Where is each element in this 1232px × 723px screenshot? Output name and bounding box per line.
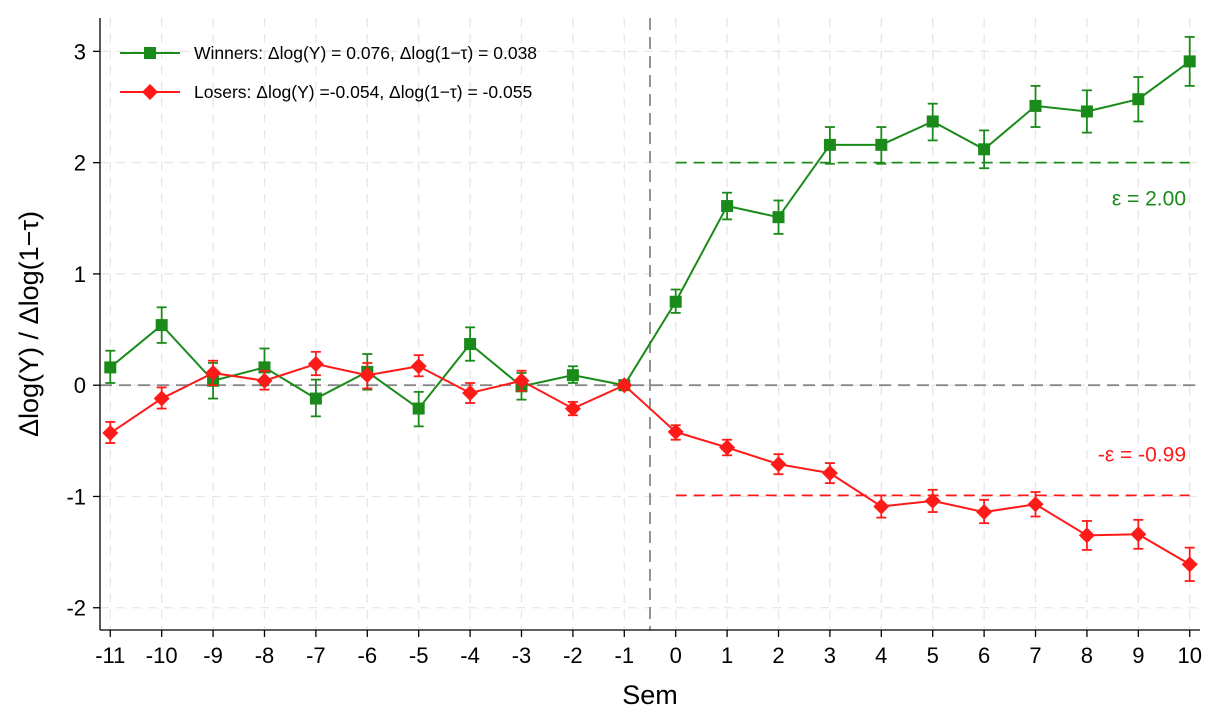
y-tick-label: -1: [66, 484, 86, 509]
series-losers: [102, 350, 1198, 582]
legend-losers-diamond-marker: [142, 84, 158, 100]
x-tick-label: 3: [824, 643, 836, 668]
data-point-losers: [1078, 527, 1095, 544]
y-tick-label: 0: [74, 373, 86, 398]
reference-lines: [100, 18, 1200, 630]
y-tick-label: 2: [74, 151, 86, 176]
y-tick-label: 3: [74, 39, 86, 64]
data-point-losers: [205, 364, 222, 381]
data-point-losers: [873, 498, 890, 515]
data-point-winners: [412, 402, 425, 415]
legend-winners-square-marker: [144, 47, 156, 59]
data-point-winners: [926, 115, 939, 128]
elasticity-label-winners: ε = 2.00: [1112, 188, 1186, 211]
data-point-losers: [821, 465, 838, 482]
data-point-losers: [924, 492, 941, 509]
x-tick-label: -10: [146, 643, 178, 668]
x-tick-label: -1: [615, 643, 635, 668]
data-point-losers: [256, 372, 273, 389]
data-point-losers: [307, 356, 324, 373]
data-point-winners: [1183, 55, 1196, 68]
data-point-winners: [155, 319, 168, 332]
x-tick-label: -5: [409, 643, 429, 668]
y-tick-label: 1: [74, 262, 86, 287]
x-tick-label: -3: [512, 643, 532, 668]
data-point-winners: [1080, 105, 1093, 118]
x-axis-title: Sem: [622, 680, 678, 710]
data-point-losers: [410, 358, 427, 375]
data-point-winners: [875, 138, 888, 151]
x-tick-label: -9: [203, 643, 223, 668]
data-point-winners: [104, 361, 117, 374]
x-tick-label: -4: [460, 643, 480, 668]
data-point-losers: [770, 456, 787, 473]
axes: [99, 18, 1200, 631]
x-tick-label: 9: [1132, 643, 1144, 668]
data-point-losers: [1130, 526, 1147, 543]
x-tick-label: -8: [255, 643, 275, 668]
elasticity-label-losers: -ε = -0.99: [1098, 443, 1186, 466]
data-point-winners: [772, 211, 785, 224]
legend-winners-label: Winners: Δlog(Y) = 0.076, Δlog(1−τ) = 0.…: [194, 43, 537, 63]
x-tick-label: -7: [306, 643, 326, 668]
series-line-losers: [109, 363, 1191, 566]
data-point-losers: [513, 372, 530, 389]
x-tick-label: 7: [1029, 643, 1041, 668]
series-line-winners: [109, 60, 1191, 410]
legend: Winners: Δlog(Y) = 0.076, Δlog(1−τ) = 0.…: [120, 43, 537, 102]
data-point-losers: [564, 400, 581, 417]
data-point-winners: [566, 369, 579, 382]
x-tick-label: 10: [1177, 643, 1201, 668]
x-tick-label: 4: [875, 643, 887, 668]
data-point-losers: [462, 384, 479, 401]
x-tick-label: -2: [563, 643, 583, 668]
x-tick-label: -11: [95, 643, 125, 668]
data-point-winners: [823, 138, 836, 151]
data-point-losers: [359, 367, 376, 384]
data-point-losers: [616, 377, 633, 394]
series-plot: [102, 36, 1198, 582]
data-point-losers: [1181, 556, 1198, 573]
legend-losers-label: Losers: Δlog(Y) =-0.054, Δlog(1−τ) = -0.…: [194, 82, 532, 102]
data-point-winners: [721, 200, 734, 213]
x-tick-label: 5: [927, 643, 939, 668]
y-axis-title: Δlog(Y) / Δlog(1−τ): [14, 211, 44, 437]
data-point-losers: [719, 439, 736, 456]
data-point-winners: [464, 338, 477, 351]
x-tick-label: 2: [772, 643, 784, 668]
data-point-winners: [1132, 93, 1145, 106]
data-point-losers: [153, 390, 170, 407]
x-tick-label: 1: [721, 643, 733, 668]
data-point-winners: [669, 295, 682, 308]
data-point-losers: [976, 504, 993, 521]
annotations: ε = 2.00 -ε = -0.99: [675, 161, 1190, 497]
x-tick-label: 6: [978, 643, 990, 668]
y-tick-label: -2: [66, 596, 86, 621]
data-point-losers: [1027, 496, 1044, 513]
x-tick-label: 0: [670, 643, 682, 668]
data-point-winners: [978, 143, 991, 156]
data-point-winners: [1029, 99, 1042, 112]
x-tick-label: 8: [1081, 643, 1093, 668]
data-point-losers: [667, 423, 684, 440]
x-tick-label: -6: [358, 643, 378, 668]
data-point-winners: [309, 392, 322, 405]
data-point-losers: [102, 425, 119, 442]
